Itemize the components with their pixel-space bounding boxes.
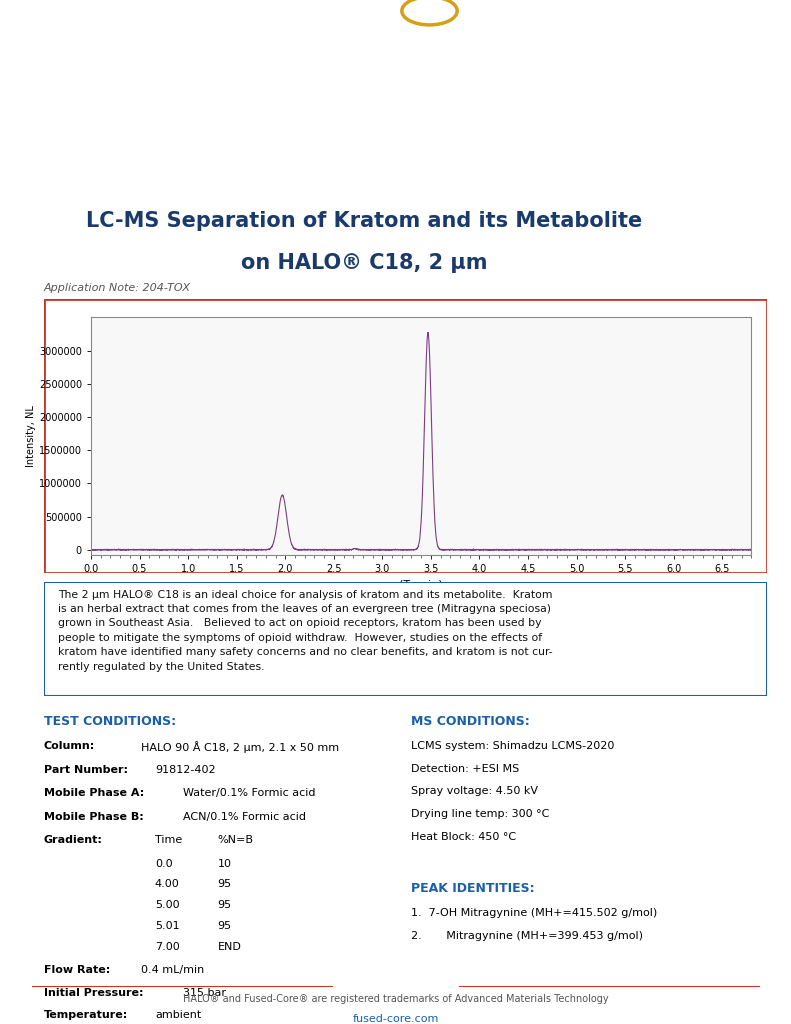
Text: Flow Rate:: Flow Rate: xyxy=(44,965,110,975)
Text: Application Note: 204-TOX: Application Note: 204-TOX xyxy=(44,283,191,293)
Text: Initial Pressure:: Initial Pressure: xyxy=(44,988,143,997)
Text: PEAK IDENTITIES:: PEAK IDENTITIES: xyxy=(411,882,535,895)
FancyBboxPatch shape xyxy=(44,582,767,696)
Text: HALO.: HALO. xyxy=(305,33,486,85)
Text: The 2 μm HALO® C18 is an ideal choice for analysis of kratom and its metabolite.: The 2 μm HALO® C18 is an ideal choice fo… xyxy=(58,590,553,672)
Text: TEST CONDITIONS:: TEST CONDITIONS: xyxy=(44,715,176,728)
Text: Water/0.1% Formic acid: Water/0.1% Formic acid xyxy=(183,788,316,798)
Text: fused-core.com: fused-core.com xyxy=(352,1014,439,1024)
Text: HALO® and Fused-Core® are registered trademarks of Advanced Materials Technology: HALO® and Fused-Core® are registered tra… xyxy=(183,994,608,1005)
Text: ambient: ambient xyxy=(155,1011,201,1020)
Text: 95: 95 xyxy=(218,900,232,910)
Text: LCMS system: Shimadzu LCMS-2020: LCMS system: Shimadzu LCMS-2020 xyxy=(411,741,615,752)
Text: Part Number:: Part Number: xyxy=(44,765,127,774)
Text: CLINICAL / TOXICOLOGY: CLINICAL / TOXICOLOGY xyxy=(275,165,516,183)
Text: 0.0: 0.0 xyxy=(155,858,172,868)
Text: Detection: +ESI MS: Detection: +ESI MS xyxy=(411,764,520,774)
Text: Temperature:: Temperature: xyxy=(44,1011,128,1020)
Y-axis label: Intensity, NL: Intensity, NL xyxy=(26,406,36,467)
Text: 5.00: 5.00 xyxy=(155,900,180,910)
Text: 10: 10 xyxy=(218,858,232,868)
Text: Heat Block: 450 °C: Heat Block: 450 °C xyxy=(411,831,517,842)
Text: 7.00: 7.00 xyxy=(155,942,180,951)
X-axis label: (T, min): (T, min) xyxy=(399,580,443,590)
Text: 2.       Mitragynine (MH+=399.453 g/mol): 2. Mitragynine (MH+=399.453 g/mol) xyxy=(411,931,643,941)
Text: Mobile Phase A:: Mobile Phase A: xyxy=(44,788,144,798)
Text: Drying line temp: 300 °C: Drying line temp: 300 °C xyxy=(411,809,550,819)
Text: MS CONDITIONS:: MS CONDITIONS: xyxy=(411,715,530,728)
Text: 315 bar: 315 bar xyxy=(183,988,225,997)
Text: ACN/0.1% Formic acid: ACN/0.1% Formic acid xyxy=(183,812,305,821)
Text: Spray voltage: 4.50 kV: Spray voltage: 4.50 kV xyxy=(411,786,539,797)
Text: LC-MS Separation of Kratom and its Metabolite: LC-MS Separation of Kratom and its Metab… xyxy=(85,211,642,231)
Text: 0.4 mL/min: 0.4 mL/min xyxy=(141,965,204,975)
Text: 4.00: 4.00 xyxy=(155,880,180,890)
Text: END: END xyxy=(218,942,241,951)
Text: %N=B: %N=B xyxy=(218,836,254,845)
Text: Time: Time xyxy=(155,836,182,845)
Text: Gradient:: Gradient: xyxy=(44,836,102,845)
Text: Column:: Column: xyxy=(44,741,95,752)
Text: 95: 95 xyxy=(218,921,232,931)
Text: 5.01: 5.01 xyxy=(155,921,180,931)
Text: 1.  7-OH Mitragynine (MH+=415.502 g/mol): 1. 7-OH Mitragynine (MH+=415.502 g/mol) xyxy=(411,908,657,919)
Text: HALO 90 Å C18, 2 μm, 2.1 x 50 mm: HALO 90 Å C18, 2 μm, 2.1 x 50 mm xyxy=(141,741,339,753)
Text: Mobile Phase B:: Mobile Phase B: xyxy=(44,812,143,821)
Text: on HALO® C18, 2 μm: on HALO® C18, 2 μm xyxy=(240,253,487,272)
Text: 91812-402: 91812-402 xyxy=(155,765,215,774)
Text: 95: 95 xyxy=(218,880,232,890)
